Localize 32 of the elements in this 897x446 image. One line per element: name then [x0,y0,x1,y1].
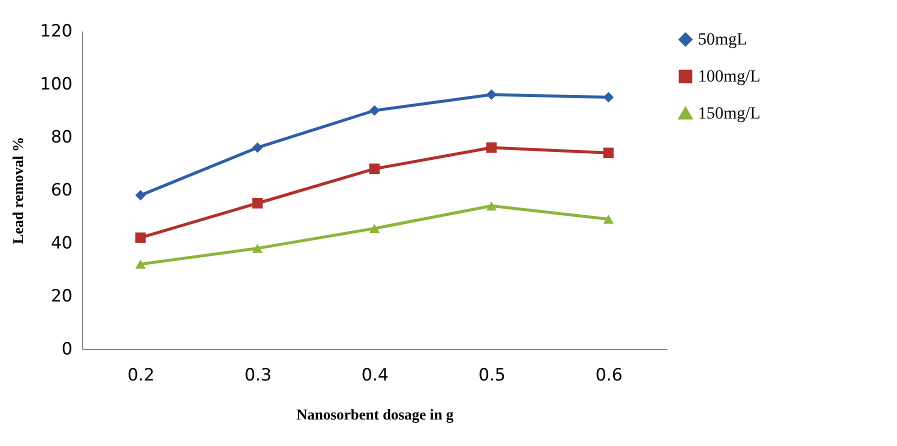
point [486,89,497,100]
x-tick-label: 0.2 [127,366,155,386]
point [603,148,614,158]
y-tick-label: 100 [40,74,72,94]
y-axis-title: Lead removal % [11,136,28,244]
y-tick-label: 60 [50,180,72,200]
point [135,190,146,201]
point [603,214,614,224]
point [252,244,263,253]
point [486,142,497,153]
legend-label: 100mg/L [698,66,760,86]
point [486,201,497,210]
x-tick-label: 0.5 [478,366,506,386]
x-tick-label: 0.3 [244,366,272,386]
legend-label: 150mg/L [698,104,760,122]
legend-label: 50mgL [698,30,748,48]
y-tick-label: 80 [50,128,72,148]
y-tick-label: 40 [50,234,72,254]
point [603,92,614,102]
x-axis-title: Nanosorbent dosage in g [296,408,454,424]
point [369,224,380,233]
point [252,142,263,153]
y-tick-label: 20 [50,286,72,306]
point [135,232,146,243]
point [135,260,146,269]
x-tick-label: 0.6 [595,366,623,386]
point [252,198,263,208]
y-tick-label: 0 [62,340,72,360]
x-tick-label: 0.4 [361,366,389,386]
point [369,164,380,174]
y-tick-label: 120 [40,22,72,42]
point [369,105,380,116]
